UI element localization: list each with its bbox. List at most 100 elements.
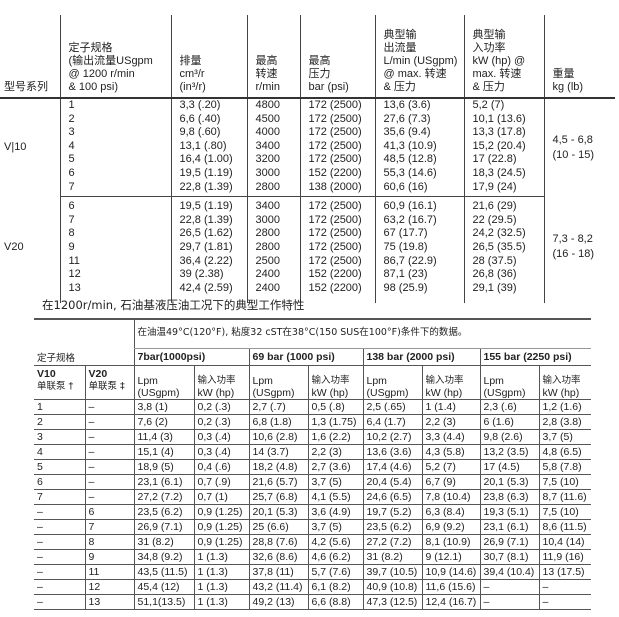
perf-cell: – — [34, 564, 85, 580]
spec-row: 11 36,4 (2.22) 2500 172 (2500) 86,7 (22.9) 28… — [0, 254, 615, 269]
perf-cell: 4,2 (5.6) — [307, 534, 363, 550]
perf-row: 7–27,2 (7.2) 0,7 (1) 25,7 (6.8) 4,1 (5.5) 24… — [34, 489, 592, 505]
spec-cell: 2800 — [246, 180, 300, 198]
spec-cell: 75 (19.8) — [374, 240, 464, 255]
perf-cell: 27,2 (7.2) — [133, 489, 194, 505]
perf-cell: 7,5 (10) — [538, 504, 592, 520]
perf-cell: 1 — [34, 399, 85, 415]
perf-cell: 25,7 (6.8) — [248, 489, 308, 505]
perf-cell: 7,8 (10.4) — [421, 489, 480, 505]
perf-cell: 10,4 (14) — [538, 534, 592, 550]
perf-cell: – — [34, 594, 85, 610]
perf-cell: 31 (8.2) — [133, 534, 194, 550]
spec-cell: 172 (2500) — [299, 240, 375, 255]
perf-cell: 20,1 (5.3) — [248, 504, 308, 520]
spacer-cell — [299, 295, 375, 304]
perf-row: –13 51,1(13.5) 1 (1.3) 49,2 (13) 6,6 (8.8) 47… — [34, 594, 592, 610]
spec-cell: 3400 — [246, 196, 300, 214]
spec-cell: 3400 — [246, 139, 300, 154]
flow-header: Lpm (USgpm) — [479, 365, 539, 400]
spec-header-5: 典型输 出流量 L/min (USgpm) @ max. 转速 & 压力 — [374, 15, 464, 99]
spec-cell: 172 (2500) — [299, 98, 375, 113]
perf-cell: – — [84, 399, 134, 415]
power-label: 输入功率 — [311, 375, 350, 386]
perf-cell: 6 — [84, 504, 134, 520]
note-row: 在油温49°C(120°F), 粘度32 cST在38°C(150 SUS在10… — [34, 318, 592, 349]
spec-cell: 9,8 (.60) — [170, 126, 247, 140]
spec-header-1: 定子规格 (输出流量USgpm @ 1200 r/min & 100 psi) — [59, 15, 171, 99]
perf-cell: 1,2 (1.6) — [538, 399, 592, 415]
v10-sublabel: 单联泵 † — [37, 381, 74, 392]
perf-cell: 47,3 (12.5) — [362, 594, 422, 610]
v20-sublabel: 单联泵 ‡ — [88, 381, 125, 392]
spec-cell: 13 — [59, 281, 171, 296]
spec-row: 6 19,5 (1.19) 3000 152 (2200) 55,3 (14.6) 18,… — [0, 166, 615, 181]
perf-cell: 2 — [34, 414, 85, 430]
perf-cell: 25 (6.6) — [248, 519, 308, 535]
spec-cell: 9 — [59, 240, 171, 255]
perf-cell: 10,6 (2.8) — [248, 429, 308, 445]
spec-header-row: 型号系列 定子规格 (输出流量USgpm @ 1200 r/min & 100 p… — [0, 15, 615, 99]
spec-cell: 2800 — [246, 240, 300, 255]
pressure-group-155bar: 155 bar (2250 psi) — [479, 348, 592, 366]
spec-tail-row — [0, 295, 615, 304]
perf-cell: – — [34, 519, 85, 535]
perf-cell: 0,3 (.4) — [193, 444, 249, 460]
perf-row: –12 45,4 (12) 1 (1.3) 43,2 (11.4) 6,1 (8.2) 4… — [34, 579, 592, 595]
spec-cell: 13,1 (.80) — [170, 139, 247, 154]
spec-cell: 138 (2000) — [299, 180, 375, 198]
spec-header-0: 型号系列 — [0, 15, 60, 99]
spec-cell: 35,6 (9.4) — [374, 126, 464, 140]
perf-cell: 3 — [34, 429, 85, 445]
perf-cell: 2,3 (.6) — [479, 399, 539, 415]
spec-cell: 4 — [59, 139, 171, 154]
perf-cell: 49,2 (13) — [248, 594, 308, 610]
perf-cell: 39,7 (10.5) — [362, 564, 422, 580]
spec-cell: 3 — [59, 126, 171, 140]
perf-cell: 3,7 (5) — [307, 519, 363, 535]
pump-spec-table: 型号系列 定子规格 (输出流量USgpm @ 1200 r/min & 100 p… — [0, 15, 615, 304]
performance-table: 在油温49°C(120°F), 粘度32 cST在38°C(150 SUS在10… — [34, 318, 592, 610]
perf-cell: 8 — [84, 534, 134, 550]
v10-label: V10 — [37, 368, 56, 380]
perf-cell: 4,1 (5.5) — [307, 489, 363, 505]
perf-cell: 2,2 (3) — [307, 444, 363, 460]
spec-cell: 2400 — [246, 268, 300, 282]
v20-header: V20 单联泵 ‡ — [84, 365, 134, 400]
perf-cell: 24,6 (6.5) — [362, 489, 422, 505]
v20-label: V20 — [88, 368, 108, 380]
spec-row: 7 22,8 (1.39) 3000 172 (2500) 63,2 (16.7) 22 … — [0, 213, 615, 228]
perf-cell: – — [479, 579, 539, 595]
perf-cell: 2,8 (3.8) — [538, 414, 592, 430]
spacer-cell — [543, 295, 615, 304]
perf-cell: 23,1 (6.1) — [479, 519, 539, 535]
perf-cell: 11 — [84, 564, 134, 580]
perf-cell: 8,1 (10.9) — [421, 534, 480, 550]
perf-cell: 9,8 (2.6) — [479, 429, 539, 445]
spec-cell: 7 — [59, 180, 171, 198]
perf-cell: 19,3 (5.1) — [479, 504, 539, 520]
spec-header-2: 排量 cm³/r (in³/r) — [170, 15, 247, 99]
perf-cell: 30,7 (8.1) — [479, 549, 539, 565]
perf-cell: 6 — [34, 474, 85, 490]
spec-cell: 67 (17.7) — [374, 227, 464, 241]
spec-cell: 172 (2500) — [299, 213, 375, 228]
spec-cell: 29,1 (39) — [463, 281, 544, 296]
perf-cell: 51,1(13.5) — [133, 594, 194, 610]
spec-cell: 98 (25.9) — [374, 281, 464, 296]
spec-cell: 4500 — [246, 112, 300, 127]
perf-cell: 34,8 (9.2) — [133, 549, 194, 565]
power-label: 输入功率 — [197, 375, 236, 386]
perf-cell: 5,2 (7) — [421, 459, 480, 475]
perf-cell: 0,2 (.3) — [193, 414, 249, 430]
perf-row: 4–15,1 (4) 0,3 (.4) 14 (3.7) 2,2 (3) 13,6 (3… — [34, 444, 592, 460]
perf-row: 2–7,6 (2) 0,2 (.3) 6,8 (1.8) 1,3 (1.75) 6,4 … — [34, 414, 592, 430]
perf-cell: 32,6 (8.6) — [248, 549, 308, 565]
perf-cell: 1 (1.3) — [193, 549, 249, 565]
perf-cell: 19,7 (5.2) — [362, 504, 422, 520]
spec-cell: 42,4 (2.59) — [170, 281, 247, 296]
spec-cell: 4800 — [246, 98, 300, 113]
perf-cell: 4,6 (6.2) — [307, 549, 363, 565]
spec-cell: 152 (2200) — [299, 268, 375, 282]
weight-cell: 4,5 - 6,8 (10 - 15) — [543, 98, 615, 197]
